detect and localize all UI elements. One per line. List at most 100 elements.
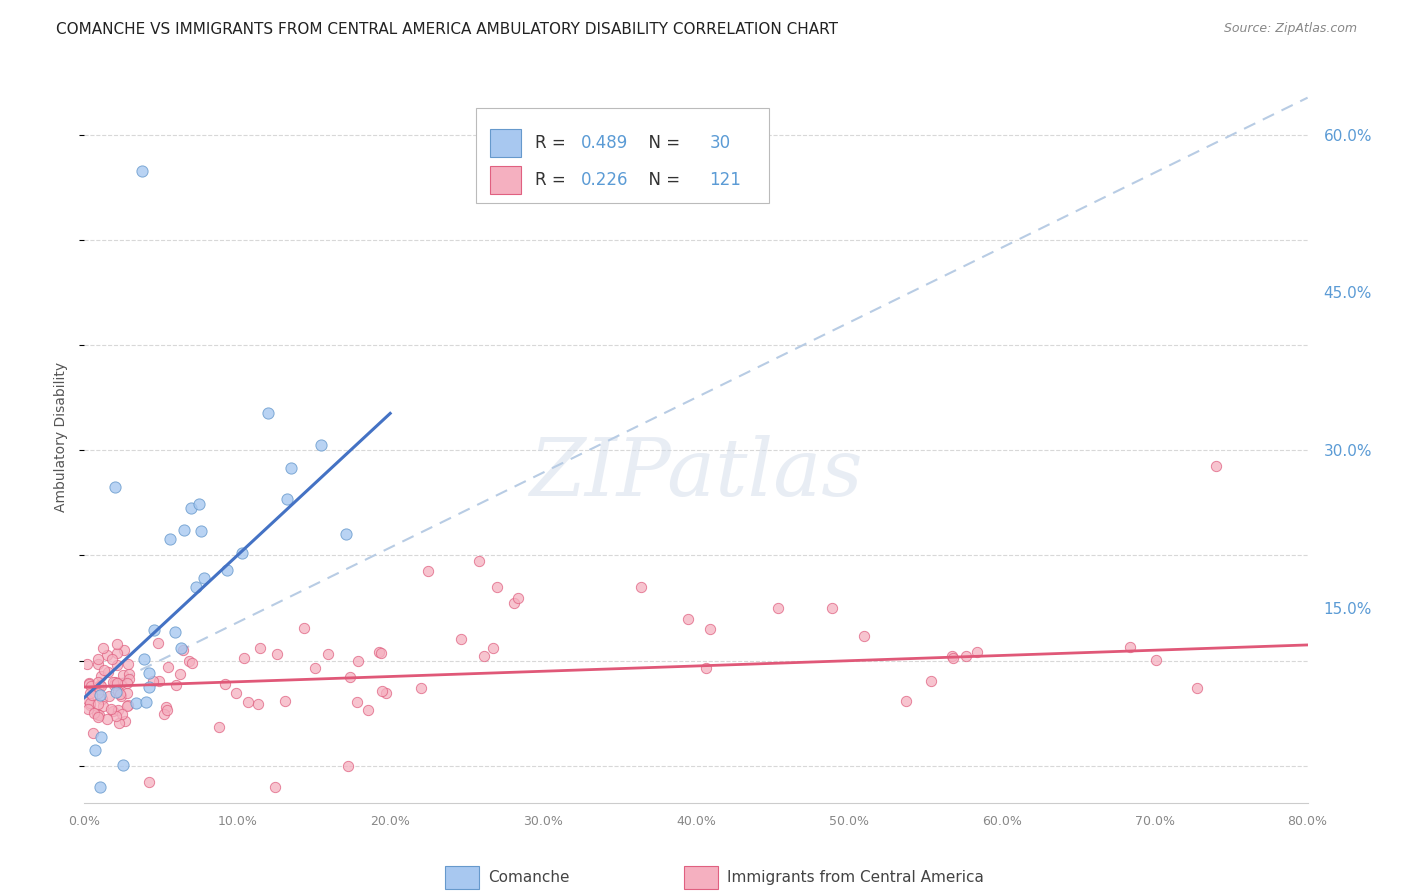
Point	[502, 596, 524, 610]
Point	[941, 651, 963, 665]
Point	[163, 625, 186, 640]
Point	[156, 660, 179, 674]
Point	[370, 646, 392, 660]
Point	[695, 660, 717, 674]
Point	[249, 640, 271, 655]
Point	[368, 645, 391, 659]
Text: Source: ZipAtlas.com: Source: ZipAtlas.com	[1223, 22, 1357, 36]
Point	[193, 571, 215, 585]
Text: 30: 30	[710, 134, 731, 152]
Point	[111, 706, 134, 721]
Point	[142, 673, 165, 688]
Text: COMANCHE VS IMMIGRANTS FROM CENTRAL AMERICA AMBULATORY DISABILITY CORRELATION CH: COMANCHE VS IMMIGRANTS FROM CENTRAL AMER…	[56, 22, 838, 37]
Point	[346, 695, 368, 709]
Point	[118, 673, 141, 687]
Point	[135, 695, 157, 709]
Text: Immigrants from Central America: Immigrants from Central America	[727, 870, 983, 885]
Point	[506, 591, 529, 605]
Point	[87, 697, 110, 711]
Point	[117, 698, 139, 712]
Point	[86, 657, 108, 671]
Point	[630, 580, 652, 594]
Point	[138, 774, 160, 789]
Point	[90, 668, 112, 682]
Point	[311, 438, 333, 452]
Point	[346, 654, 368, 668]
Point	[80, 689, 103, 703]
FancyBboxPatch shape	[475, 108, 769, 203]
Point	[77, 677, 100, 691]
Point	[335, 526, 357, 541]
Point	[107, 703, 129, 717]
Point	[486, 580, 509, 594]
Point	[97, 665, 120, 680]
Point	[96, 712, 118, 726]
Point	[468, 554, 491, 568]
Point	[152, 706, 174, 721]
Text: 0.226: 0.226	[581, 170, 628, 188]
Point	[159, 532, 181, 546]
Point	[105, 657, 128, 672]
Point	[125, 696, 148, 710]
Point	[93, 641, 115, 656]
Point	[138, 666, 160, 681]
Point	[118, 667, 141, 681]
FancyBboxPatch shape	[491, 166, 522, 194]
Point	[173, 524, 195, 538]
Point	[87, 651, 110, 665]
Point	[146, 636, 169, 650]
Point	[103, 678, 125, 692]
Point	[156, 703, 179, 717]
Point	[274, 693, 297, 707]
Point	[231, 546, 253, 560]
Point	[337, 759, 360, 773]
Point	[76, 702, 98, 716]
Point	[1144, 652, 1167, 666]
Point	[232, 650, 254, 665]
Point	[89, 780, 111, 794]
Point	[304, 661, 326, 675]
Point	[104, 709, 127, 723]
Point	[105, 676, 128, 690]
Point	[110, 687, 132, 701]
Point	[142, 623, 165, 637]
Point	[678, 612, 700, 626]
Point	[132, 651, 155, 665]
Point	[115, 686, 138, 700]
Point	[108, 716, 131, 731]
Point	[105, 638, 128, 652]
Point	[894, 694, 917, 708]
Point	[79, 698, 101, 713]
Point	[90, 679, 112, 693]
Point	[215, 563, 238, 577]
Point	[316, 648, 339, 662]
Point	[117, 657, 139, 671]
Y-axis label: Ambulatory Disability: Ambulatory Disability	[55, 362, 69, 512]
Point	[766, 601, 789, 615]
Point	[77, 676, 100, 690]
Point	[86, 706, 108, 721]
Point	[266, 647, 288, 661]
Point	[180, 500, 202, 515]
Point	[105, 646, 128, 660]
Point	[87, 682, 110, 697]
Point	[225, 686, 247, 700]
Point	[76, 657, 98, 671]
Point	[89, 678, 111, 692]
Point	[86, 710, 108, 724]
Point	[292, 622, 315, 636]
Text: N =: N =	[638, 170, 686, 188]
Text: R =: R =	[534, 134, 571, 152]
Point	[82, 726, 104, 740]
Point	[966, 645, 988, 659]
Point	[169, 667, 191, 681]
Point	[131, 164, 153, 178]
Point	[89, 707, 111, 722]
Point	[214, 677, 236, 691]
Point	[90, 730, 112, 744]
Point	[370, 684, 392, 698]
Point	[699, 622, 721, 636]
Point	[103, 674, 125, 689]
Point	[138, 680, 160, 694]
Point	[853, 629, 876, 643]
